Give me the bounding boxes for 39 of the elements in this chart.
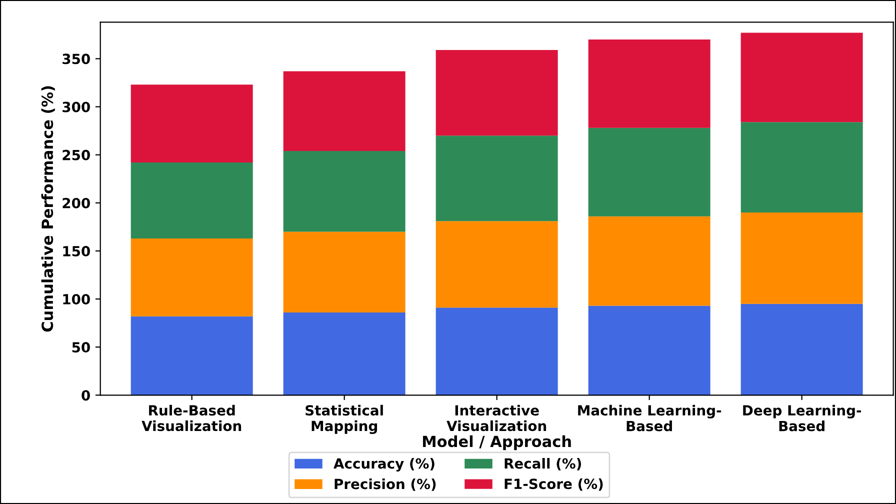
bar [283,150,406,232]
y-tick-label: 350 [62,54,90,64]
bar [436,221,558,308]
legend-label: Accuracy (%) [334,458,434,472]
y-tick-label: 100 [63,294,90,304]
x-tick-label: Machine Learning- Based [578,404,722,432]
bar [130,238,253,316]
x-tick-label: Rule-Based Visualization [142,404,242,432]
bar [436,308,558,396]
bar [588,128,710,216]
bar [283,312,406,396]
bar [130,316,253,396]
y-tick-label: 50 [72,342,90,353]
y-tick-label: 150 [63,246,90,256]
y-tick-label: 0 [82,390,90,401]
y-tick-label: 300 [62,102,90,112]
legend-label: Precision (%) [334,478,436,491]
bar [740,32,863,122]
bar [740,212,863,304]
y-tick-label: 200 [62,198,90,208]
legend-label: F1-Score (%) [504,478,603,491]
y-tick-label: 250 [62,150,90,160]
bar [740,304,863,396]
bar [588,39,710,128]
legend-label: Recall (%) [504,458,581,470]
bar [283,71,406,151]
bar [436,50,558,136]
bar [130,84,253,163]
y-axis-title: Cumulative Performance (%) [41,86,55,332]
x-tick-label: Interactive Visualization [446,404,546,432]
bar [588,216,710,306]
x-tick-label: Statistical Mapping [306,404,383,434]
bar [588,306,710,396]
x-tick-label: Deep Learning- Based [743,404,862,432]
bar [130,162,253,238]
x-axis-title: Model / Approach [423,435,571,450]
bar [436,136,558,222]
bar [740,122,863,212]
bar [283,232,406,312]
